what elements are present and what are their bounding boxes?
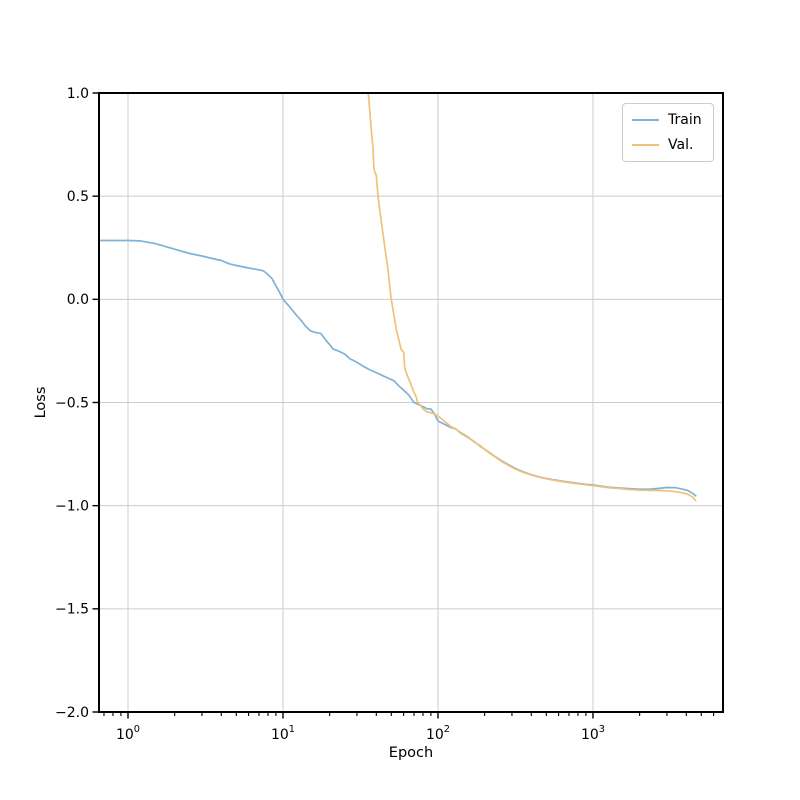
y-tick-label: −2.0	[55, 705, 89, 721]
y-tick-label: −1.5	[55, 602, 89, 618]
grid-layer	[99, 92, 723, 713]
x-tick-exponent: 1	[289, 724, 295, 735]
x-tick-label: 103	[581, 724, 605, 743]
y-tick-label: −1.0	[55, 498, 89, 514]
x-axis-label: Epoch	[389, 745, 433, 761]
x-tick-exponent: 3	[599, 724, 605, 735]
legend-label-val: Val.	[668, 137, 694, 153]
x-tick-exponent: 0	[134, 724, 140, 735]
x-tick-label: 102	[426, 724, 450, 743]
line-val	[367, 93, 697, 502]
val-line-swatch	[632, 144, 659, 146]
y-tick-label: 1.0	[67, 86, 89, 102]
legend-item-val: Val.	[632, 137, 704, 153]
series-layer	[99, 93, 697, 502]
legend-label-train: Train	[668, 112, 702, 128]
legend: Train Val.	[622, 103, 714, 162]
x-tick-label: 101	[271, 724, 295, 743]
plot-frame	[98, 92, 724, 713]
y-tick-label: 0.5	[67, 189, 89, 205]
y-tick-label: 0.0	[67, 292, 89, 308]
legend-item-train: Train	[632, 112, 704, 128]
x-tick-exponent: 2	[444, 724, 450, 735]
x-tick-label: 100	[116, 724, 140, 743]
train-line-swatch	[632, 119, 659, 121]
line-train	[99, 239, 697, 497]
y-tick-label: −0.5	[55, 395, 89, 411]
y-axis-label: Loss	[33, 387, 49, 419]
